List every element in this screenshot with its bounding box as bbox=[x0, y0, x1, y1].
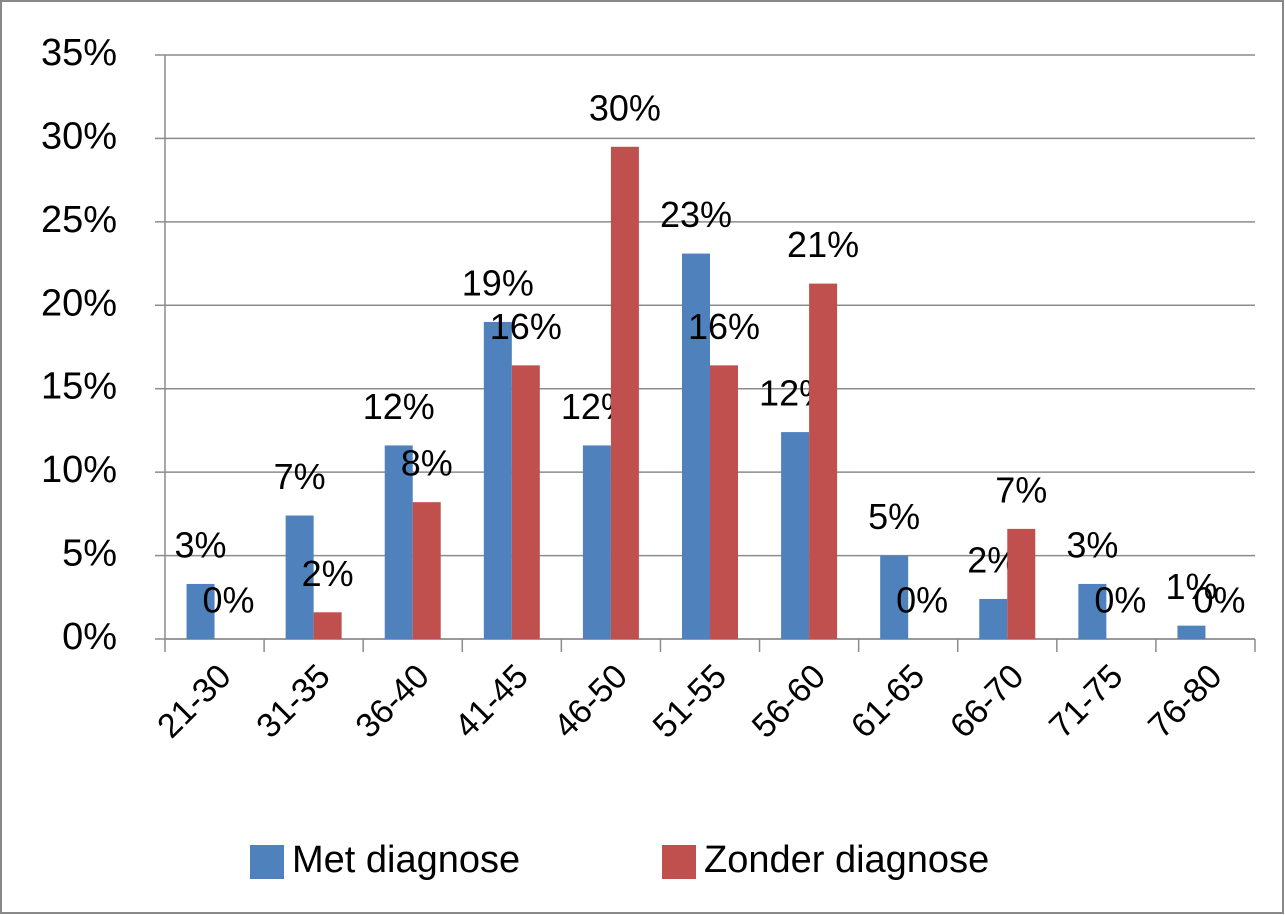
y-tick-label: 10% bbox=[41, 449, 117, 491]
y-tick-label: 5% bbox=[62, 533, 117, 575]
data-label: 7% bbox=[274, 456, 326, 497]
data-label: 0% bbox=[1094, 580, 1146, 621]
y-tick-label: 35% bbox=[41, 32, 117, 74]
y-tick-label: 15% bbox=[41, 366, 117, 408]
bar bbox=[483, 321, 512, 639]
bar bbox=[1177, 625, 1206, 639]
data-label: 1% bbox=[1165, 566, 1217, 607]
data-label: 3% bbox=[1066, 524, 1118, 565]
data-label: 3% bbox=[175, 524, 227, 565]
data-label: 30% bbox=[589, 87, 661, 128]
bar bbox=[610, 146, 639, 639]
data-label: 7% bbox=[995, 469, 1047, 510]
data-label: 12% bbox=[363, 386, 435, 427]
legend-swatch bbox=[662, 845, 696, 879]
legend-swatch bbox=[250, 845, 284, 879]
data-label: 21% bbox=[787, 224, 859, 265]
bar bbox=[285, 515, 314, 639]
bar bbox=[1078, 583, 1107, 639]
y-tick-label: 25% bbox=[41, 199, 117, 241]
y-tick-label: 20% bbox=[41, 282, 117, 324]
data-label: 19% bbox=[462, 262, 534, 303]
legend-label: Met diagnose bbox=[292, 839, 520, 881]
data-label: 23% bbox=[660, 194, 732, 235]
data-label: 0% bbox=[1193, 580, 1245, 621]
bar bbox=[809, 283, 838, 639]
bar bbox=[412, 502, 441, 639]
data-label: 16% bbox=[688, 306, 760, 347]
bar bbox=[781, 432, 810, 639]
bar bbox=[511, 365, 540, 639]
bar bbox=[582, 445, 611, 639]
bar bbox=[1007, 528, 1036, 639]
bar bbox=[313, 612, 342, 639]
data-label: 8% bbox=[401, 443, 453, 484]
bar bbox=[682, 253, 710, 639]
data-label: 0% bbox=[896, 580, 948, 621]
legend-label: Zonder diagnose bbox=[704, 839, 989, 881]
y-tick-label: 0% bbox=[62, 616, 117, 658]
data-label: 5% bbox=[868, 496, 920, 537]
bar bbox=[384, 445, 413, 639]
bar bbox=[880, 555, 909, 639]
data-label: 16% bbox=[490, 306, 562, 347]
bar bbox=[710, 365, 738, 639]
bar bbox=[979, 598, 1008, 639]
data-label: 0% bbox=[203, 580, 255, 621]
bar bbox=[186, 583, 215, 639]
data-label: 2% bbox=[302, 553, 354, 594]
y-tick-label: 30% bbox=[41, 115, 117, 157]
